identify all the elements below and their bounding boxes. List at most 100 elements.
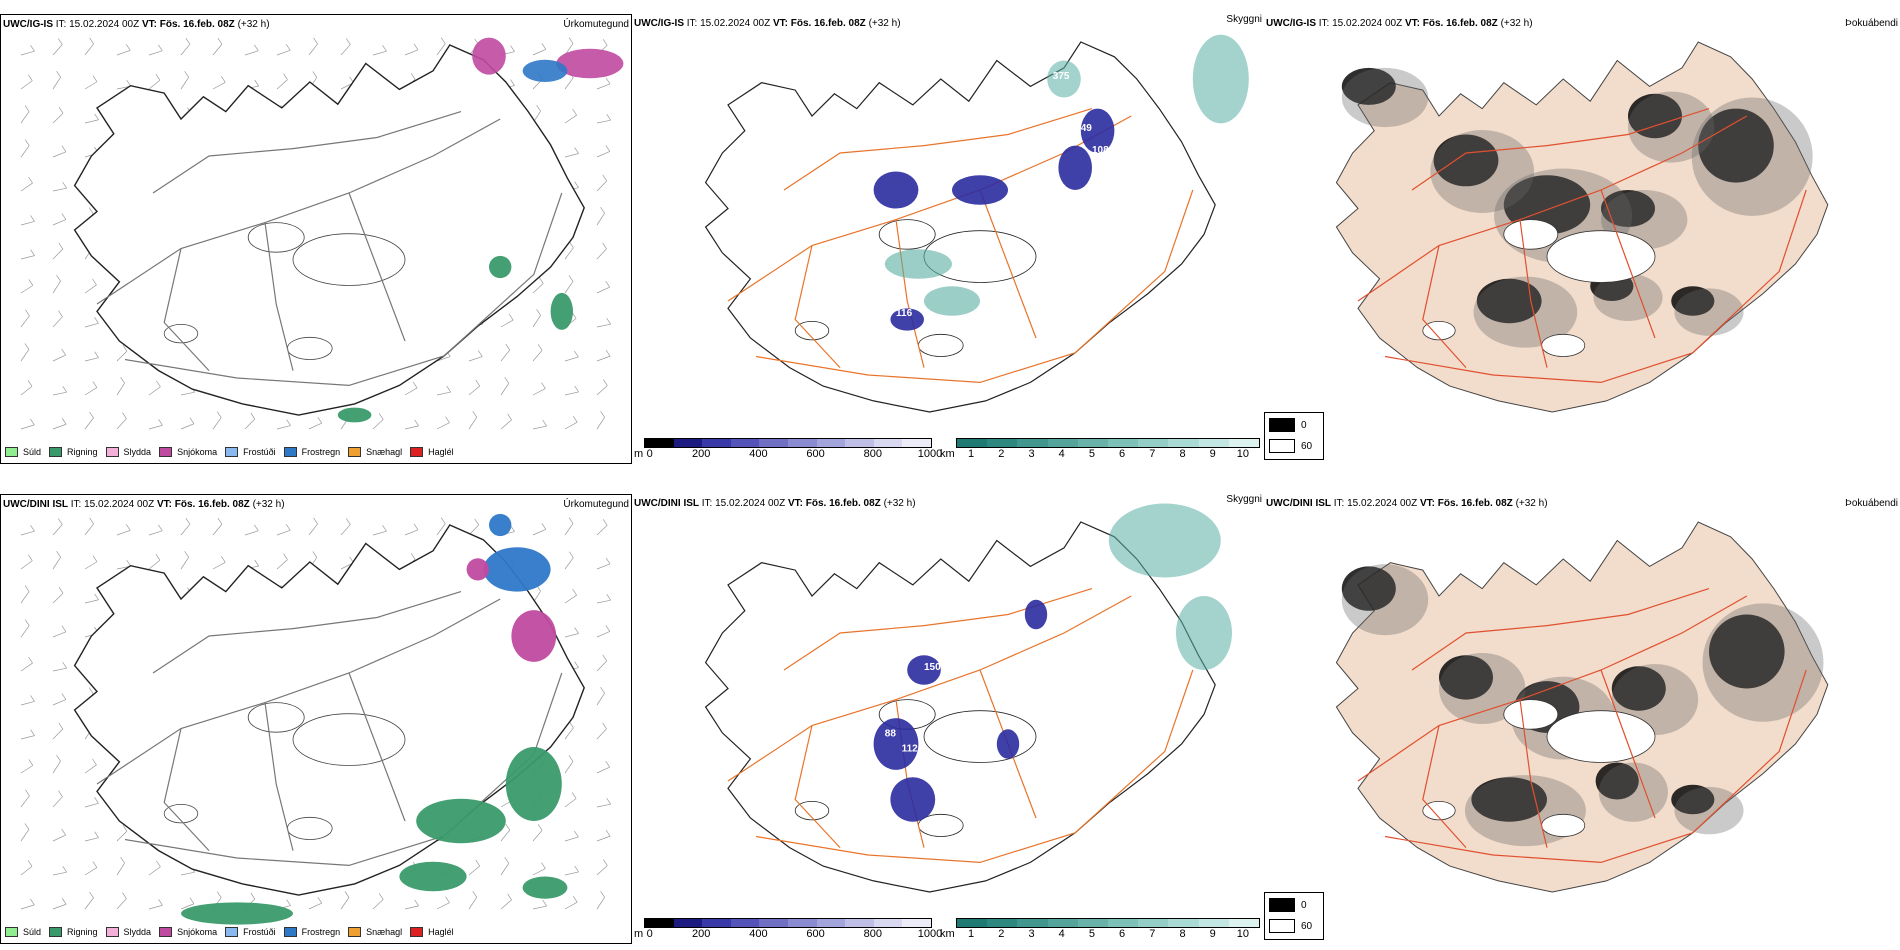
visibility-value-label: 149: [1075, 123, 1092, 134]
wind-barb: [116, 530, 131, 536]
fog-scale-black-box: [1269, 898, 1295, 912]
wind-barb: [84, 284, 97, 294]
fog-scale: 0 60: [1264, 412, 1324, 460]
panel-title: Úrkomutegund: [563, 19, 629, 30]
wind-barb: [20, 591, 30, 604]
wind-barb: [84, 764, 97, 774]
wind-barb: [84, 837, 99, 842]
wind-barb: [180, 871, 195, 876]
wind-barb: [596, 385, 608, 396]
road-line: [163, 728, 210, 852]
colorbar-tick-label: 1000: [917, 928, 943, 940]
colorbar-bin: [787, 439, 817, 447]
wind-barb-flag: [313, 37, 318, 45]
legend-label: Haglél: [428, 927, 454, 937]
wind-barb: [212, 81, 226, 90]
wind-barb-flag: [28, 656, 33, 664]
fog-scale-black-box: [1269, 418, 1295, 432]
legend-swatch: [225, 447, 239, 457]
wind-barb-flag: [414, 899, 419, 907]
colorbar-strip: [644, 438, 932, 448]
wind-barb-flag: [542, 419, 547, 427]
glacier-outline: [794, 320, 830, 341]
wind-barb-flag: [412, 381, 418, 389]
road-line: [152, 591, 462, 674]
wind-barb-flag: [62, 865, 68, 873]
wind-barb: [596, 119, 611, 124]
wind-barb-flag: [574, 181, 579, 188]
precip-panel-row2: UWC/DINI ISL IT: 15.02.2024 00Z VT: Fös.…: [0, 494, 632, 944]
wind-barb-flag: [58, 790, 63, 797]
wind-barb: [500, 863, 510, 876]
wind-barb: [468, 417, 478, 430]
wind-barb: [532, 830, 543, 842]
colorbar-bin: [987, 439, 1018, 447]
visibility-value-label: 101: [907, 164, 924, 175]
wind-barb: [564, 391, 579, 396]
colorbar-tick-label: 600: [806, 928, 825, 940]
wind-barb: [500, 383, 510, 396]
wind-barb-flag: [600, 207, 605, 214]
wind-barb: [116, 350, 128, 362]
wind-barb: [596, 83, 611, 90]
legend-label: Snjókoma: [177, 927, 218, 937]
glacier-outline: [878, 219, 936, 250]
wind-barb: [20, 424, 35, 430]
legend-item: Snjókoma: [159, 927, 217, 937]
wind-barb-flag: [61, 348, 66, 356]
low-visibility-m-area: [1080, 108, 1115, 153]
wind-barb: [148, 904, 163, 910]
wind-barb: [84, 322, 99, 328]
wind-barb: [148, 866, 161, 876]
wind-barb: [596, 835, 611, 842]
precip-map-row2: [20, 513, 612, 925]
wind-barb-flag: [30, 898, 35, 906]
colorbar-bin: [1077, 919, 1109, 927]
wind-barb-flag: [58, 310, 63, 317]
wind-barb: [564, 77, 574, 90]
colorbar-bin: [730, 439, 760, 447]
wind-barb-flag: [25, 309, 30, 317]
colorbar-tick-label: 1: [968, 448, 975, 460]
wind-barb-flag: [286, 899, 291, 906]
wind-barb: [52, 44, 63, 56]
glacier-outline: [247, 222, 305, 253]
colorbar-tick-label: 2: [998, 928, 1005, 940]
wind-barb-flag: [446, 385, 451, 393]
low-visibility-m-area: [873, 718, 919, 770]
wind-barb-flag: [94, 831, 99, 838]
wind-barb-flag: [30, 729, 35, 736]
wind-barb: [180, 77, 189, 90]
wind-barb: [596, 286, 610, 294]
wind-barb: [340, 524, 351, 536]
wind-barb: [532, 283, 544, 294]
fog-area: [1628, 93, 1682, 139]
visibility-value-label: 116: [896, 308, 913, 319]
wind-barb-flag: [507, 413, 512, 421]
glacier-outline: [917, 333, 964, 357]
wind-barb-flag: [600, 891, 605, 898]
wind-barb: [84, 387, 98, 396]
fog-map-row1: [1335, 41, 1829, 413]
wind-barb-flag: [602, 39, 608, 46]
colorbar-bin: [816, 439, 846, 447]
wind-barb-flag: [285, 524, 291, 531]
road-line: [163, 248, 210, 372]
wind-barb: [20, 765, 34, 774]
wind-barb: [180, 43, 191, 56]
wind-barb-flag: [344, 891, 350, 898]
wind-barb-flag: [216, 891, 222, 898]
wind-barb-flag: [254, 524, 259, 532]
wind-barb-flag: [155, 74, 161, 81]
legend-swatch: [410, 927, 424, 937]
wind-barb: [500, 899, 512, 910]
wind-barb-flag: [30, 215, 35, 222]
wind-barb-flag: [346, 38, 351, 45]
wind-barb: [564, 281, 574, 294]
legend-item: Haglél: [410, 447, 454, 457]
wind-barb: [404, 905, 419, 910]
wind-barb: [20, 50, 35, 56]
wind-barb: [276, 50, 291, 56]
wind-barb-flag: [185, 38, 191, 45]
wind-barb: [84, 43, 94, 56]
